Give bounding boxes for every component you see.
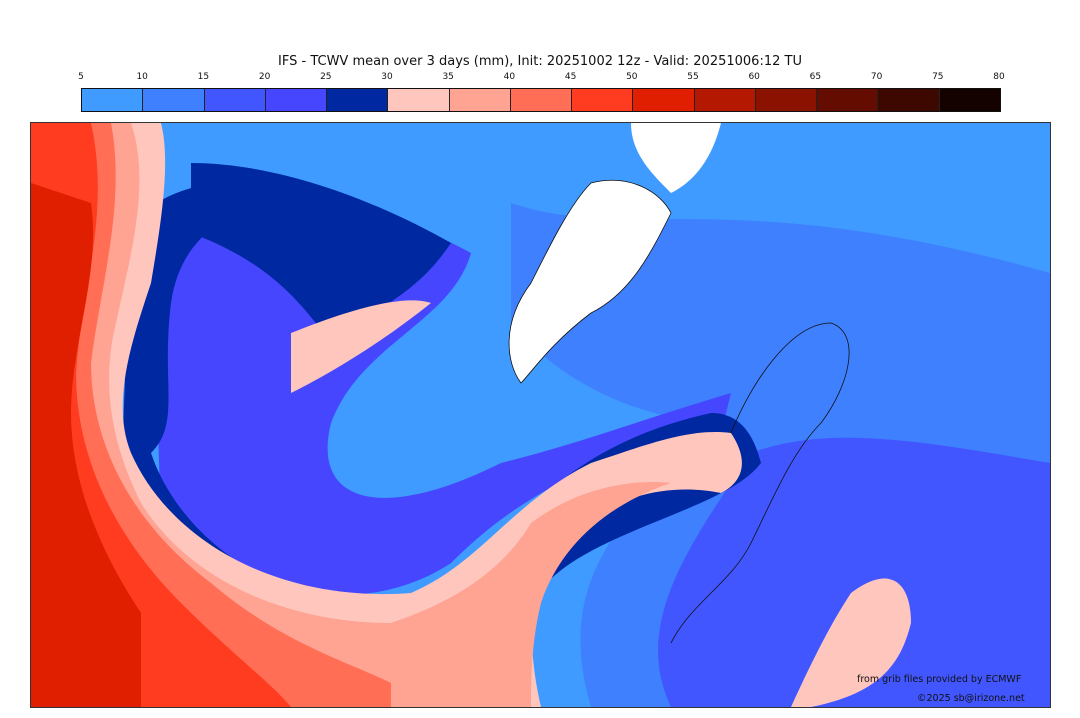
colorbar-tick-label: 20 <box>258 72 271 82</box>
colorbar-tick-label: 30 <box>381 72 393 82</box>
colorbar-tick-label: 15 <box>197 72 210 82</box>
colorbar-tick-label: 35 <box>442 72 454 82</box>
field-50-55 <box>31 183 141 707</box>
colorbar-bin <box>878 89 940 111</box>
arctic-ice <box>631 123 721 193</box>
source-credit: from grib files provided by ECMWF <box>857 674 1022 685</box>
colorbar-bin <box>449 89 511 111</box>
field-20-25 <box>151 203 731 596</box>
coastline-europe <box>670 322 850 644</box>
colorbar-bin <box>82 89 144 111</box>
colorbar-bin <box>327 89 389 111</box>
colorbar-tick-label: 40 <box>503 72 516 82</box>
colorbar-tick-label: 70 <box>870 72 883 82</box>
colorbar-tick-label: 25 <box>320 72 332 82</box>
colorbar-tick-label: 80 <box>993 72 1005 82</box>
colorbar-ticks: 5 10 15 20 25 30 35 40 45 50 55 60 65 70 75 80 <box>78 72 1005 84</box>
colorbar-bin <box>755 89 818 111</box>
colorbar-bin <box>388 89 450 111</box>
colorbar-bin <box>265 89 328 111</box>
greenland-ice <box>509 180 671 383</box>
colorbar-bin <box>694 89 756 111</box>
colorbar <box>81 88 1001 112</box>
colorbar-bin <box>572 89 634 111</box>
copyright-credit: ©2025 sb@irizone.net <box>917 693 1025 704</box>
colorbar-tick-label: 65 <box>809 72 822 82</box>
field-25-30-north <box>191 163 451 343</box>
field-30-35 <box>31 123 742 707</box>
colorbar-bin <box>510 89 573 111</box>
colorbar-tick-label: 5 <box>78 72 84 82</box>
colorbar-bin <box>204 89 266 111</box>
field-30-35-lab <box>291 300 431 393</box>
field-30-35-med <box>791 578 911 707</box>
colorbar-tick-label: 10 <box>136 72 148 82</box>
tcwv-map: from grib files provided by ECMWF ©2025 … <box>30 122 1051 708</box>
colorbar-tick-label: 55 <box>687 72 699 82</box>
colorbar-bin <box>817 89 879 111</box>
map-field <box>31 123 1050 707</box>
colorbar-bin <box>143 89 205 111</box>
colorbar-tick-label: 50 <box>626 72 638 82</box>
colorbar-bin <box>633 89 695 111</box>
colorbar-tick-label: 60 <box>748 72 760 82</box>
map-title: IFS - TCWV mean over 3 days (mm), Init: … <box>278 54 802 69</box>
field-35-40 <box>31 123 671 707</box>
colorbar-tick-label: 75 <box>932 72 944 82</box>
colorbar-bin <box>939 89 1000 111</box>
colorbar-tick-label: 45 <box>564 72 577 82</box>
coastline-greenland <box>508 179 672 384</box>
field-15-20 <box>658 437 1050 707</box>
